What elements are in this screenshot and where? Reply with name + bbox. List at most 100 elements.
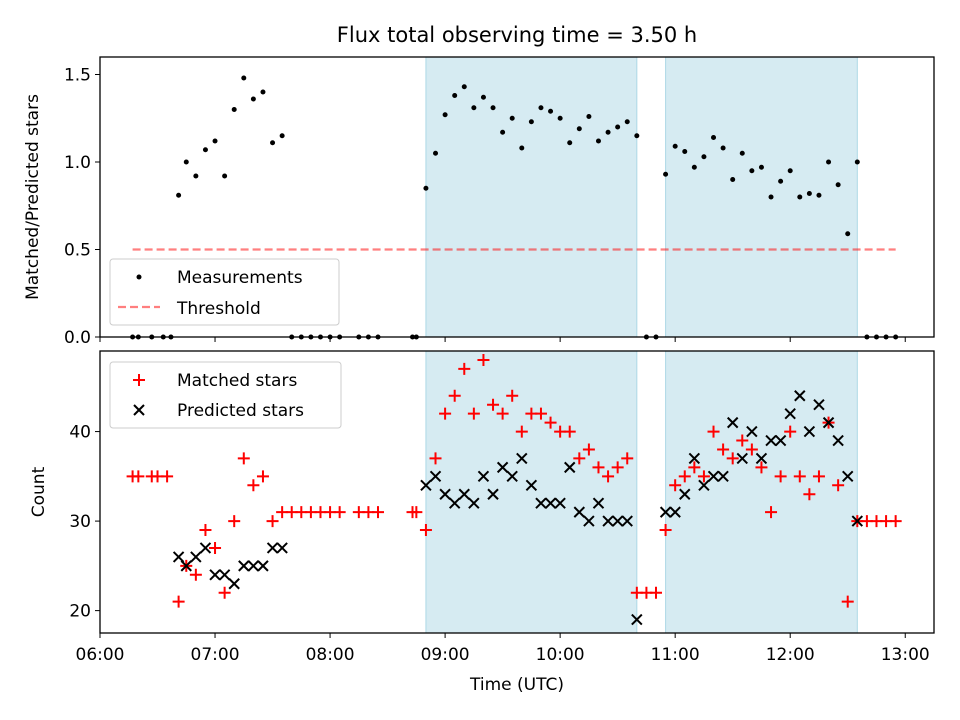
shaded-interval-2 <box>665 56 858 338</box>
measurement-point <box>835 182 841 188</box>
bottom-y-axis-label: Count <box>29 466 49 517</box>
matched-star-point <box>419 524 432 537</box>
measurement-point <box>701 154 707 160</box>
shaded-interval-1 <box>425 350 638 634</box>
matched-star-point <box>678 470 691 483</box>
predicted-star-point <box>199 542 212 554</box>
matched-star-point <box>237 452 250 465</box>
legend-label-measurements: Measurements <box>177 268 303 288</box>
measurement-point <box>797 194 803 200</box>
legend-label-matched: Matched stars <box>177 371 297 391</box>
measurement-point <box>260 89 266 95</box>
measurement-point <box>222 173 228 179</box>
top-y-axis-label: Matched/Predicted stars <box>23 94 43 300</box>
predicted-star-point <box>247 560 260 572</box>
predicted-star-point <box>228 578 240 590</box>
matched-star-point <box>372 506 384 519</box>
predicted-star-point <box>621 515 633 527</box>
measurement-point <box>634 133 640 139</box>
matched-star-point <box>487 398 500 411</box>
matched-star-point <box>659 524 672 537</box>
predicted-star-point <box>535 497 547 509</box>
predicted-star-point <box>822 416 835 429</box>
matched-star-point <box>707 425 720 438</box>
shaded-interval-1 <box>425 56 638 338</box>
matched-star-point <box>544 416 557 429</box>
count-points <box>126 353 902 626</box>
matched-star-point <box>774 470 787 483</box>
predicted-star-point <box>583 515 595 527</box>
predicted-star-point <box>851 515 864 527</box>
matched-star-point <box>611 461 624 474</box>
x-tick-label: 06:00 <box>76 645 125 665</box>
bottom-y-tick-label: 20 <box>69 602 91 622</box>
x-tick-label: 09:00 <box>421 645 470 665</box>
matched-star-point <box>889 515 902 528</box>
matched-star-point <box>650 586 662 599</box>
matched-star-point <box>621 452 634 465</box>
legend-label-threshold: Threshold <box>176 299 261 319</box>
matched-star-point <box>793 470 806 483</box>
predicted-star-point <box>190 551 202 563</box>
x-tick-label: 13:00 <box>881 645 930 665</box>
measurement-point <box>854 159 860 165</box>
legend-x-icon <box>133 404 145 416</box>
top-shaded-intervals <box>425 56 858 338</box>
predicted-star-point <box>813 399 825 411</box>
predicted-star-point <box>487 488 499 500</box>
predicted-star-point <box>726 416 739 429</box>
predicted-star-point <box>554 497 566 509</box>
matched-star-point <box>439 407 452 420</box>
measurement-point <box>845 231 851 237</box>
x-tick-label: 10:00 <box>536 645 585 665</box>
measurement-point <box>250 96 256 102</box>
measurement-point <box>576 126 582 132</box>
predicted-star-point <box>765 434 777 447</box>
bottom-y-tick-label: 30 <box>69 512 91 532</box>
predicted-star-point <box>477 470 490 483</box>
predicted-star-point <box>506 470 518 483</box>
predicted-star-point <box>218 569 231 581</box>
predicted-star-point <box>544 497 557 509</box>
bottom-y-tick-label: 40 <box>69 423 91 443</box>
measurement-point <box>691 164 697 170</box>
measurement-point <box>471 105 477 111</box>
predicted-star-point <box>688 452 701 465</box>
x-tick-label: 08:00 <box>306 645 355 665</box>
top-y-ticks: 0.0 0.5 1.0 1.5 <box>64 66 100 348</box>
measurement-point <box>595 138 601 144</box>
matched-star-point <box>841 595 854 608</box>
predicted-star-point <box>209 569 221 581</box>
measurement-point <box>816 192 822 198</box>
bottom-axes-frame <box>99 350 935 634</box>
matched-star-point <box>697 470 710 483</box>
measurement-point <box>202 147 208 153</box>
measurement-point <box>279 133 285 139</box>
measurement-point <box>749 168 755 174</box>
legend-label-predicted: Predicted stars <box>177 401 304 421</box>
matched-star-point <box>832 479 845 492</box>
predicted-star-point <box>573 506 586 518</box>
measurement-point <box>528 119 534 125</box>
top-axes-frame <box>99 56 935 338</box>
matched-star-point <box>477 353 490 366</box>
predicted-star-point <box>257 560 269 572</box>
measurement-point <box>624 119 630 125</box>
measurement-point <box>615 124 621 130</box>
predicted-star-point <box>525 479 538 491</box>
top-y-tick-label: 0.5 <box>64 241 91 261</box>
measurement-point <box>442 112 448 118</box>
top-legend-box <box>109 258 340 326</box>
matched-star-point <box>745 443 758 456</box>
legend-plus-icon <box>133 374 145 386</box>
matched-star-point <box>199 524 212 537</box>
measurement-point <box>787 168 793 174</box>
measurement-point <box>212 138 218 144</box>
matched-star-point <box>755 461 768 474</box>
predicted-star-point <box>784 407 796 420</box>
matched-star-point <box>172 595 185 608</box>
predicted-star-point <box>736 452 748 465</box>
predicted-star-point <box>266 542 279 554</box>
predicted-star-point <box>669 506 681 518</box>
